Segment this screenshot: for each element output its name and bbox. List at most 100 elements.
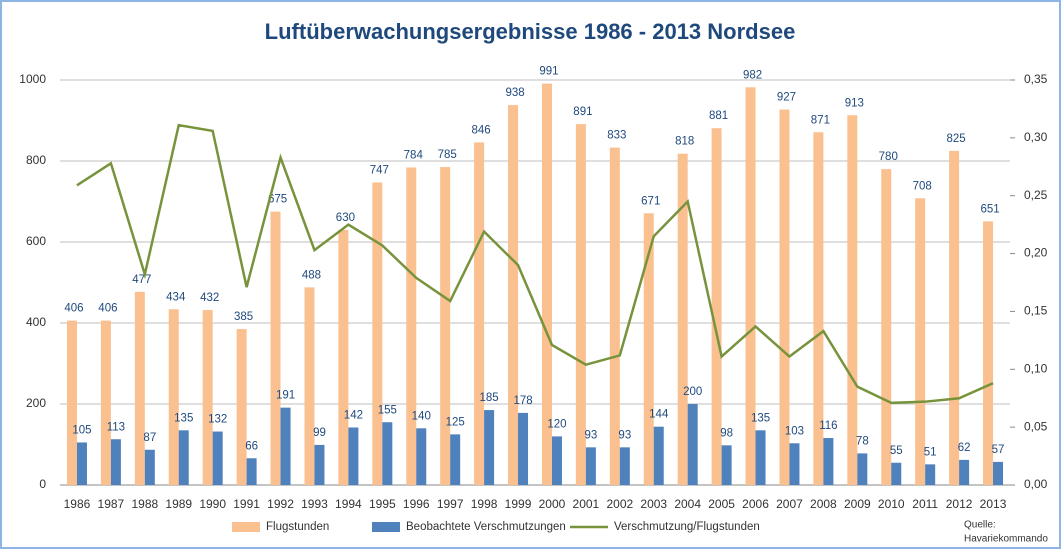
legend-label: Beobachtete Verschmutzungen [406, 521, 566, 533]
x-tick-label: 1988 [131, 497, 158, 511]
x-tick-label: 2008 [810, 497, 837, 511]
y-tick-label: 600 [26, 234, 46, 248]
bar [983, 221, 994, 485]
bar [949, 150, 960, 485]
bar [959, 459, 970, 485]
x-tick-label: 1996 [403, 497, 430, 511]
bar [653, 426, 664, 485]
value-label: 708 [913, 180, 932, 192]
value-label: 140 [412, 410, 431, 422]
value-label: 991 [539, 66, 558, 78]
legend-swatch [372, 522, 400, 532]
bar [551, 436, 562, 485]
bar [779, 109, 790, 485]
bar [677, 153, 688, 485]
x-tick-label: 2005 [708, 497, 735, 511]
x-tick-label: 1994 [335, 497, 362, 511]
bar [541, 83, 552, 486]
legend-swatch [232, 522, 260, 532]
bar [236, 329, 247, 485]
x-tick-label: 2003 [640, 497, 667, 511]
value-label: 144 [649, 409, 669, 421]
bar [76, 442, 87, 485]
y2-tick-label: 0,20 [1024, 246, 1048, 260]
x-tick-label: 1998 [471, 497, 498, 511]
value-label: 185 [480, 392, 499, 404]
chart-title: Luftüberwachungsergebnisse 1986 - 2013 N… [265, 19, 796, 44]
value-label: 477 [132, 274, 151, 286]
value-label: 630 [336, 212, 355, 224]
bar [406, 167, 417, 486]
value-label: 93 [584, 429, 597, 441]
y2-tick-label: 0,05 [1024, 419, 1048, 433]
value-label: 98 [720, 427, 733, 439]
bar [891, 462, 902, 485]
value-label: 66 [245, 440, 258, 452]
value-label: 116 [819, 420, 837, 432]
y2-tick-label: 0,00 [1024, 477, 1048, 491]
value-label: 780 [879, 151, 898, 163]
value-label: 784 [404, 150, 424, 162]
bar [450, 434, 461, 485]
bar [609, 147, 620, 485]
x-tick-label: 2004 [674, 497, 701, 511]
x-tick-label: 2001 [573, 497, 600, 511]
legend-label: Verschmutzung/Flugstunden [614, 521, 760, 533]
value-label: 125 [446, 416, 465, 428]
value-label: 432 [200, 292, 219, 304]
bar [474, 142, 485, 485]
x-tick-label: 1997 [437, 497, 464, 511]
bar [246, 458, 257, 485]
x-tick-label: 1993 [301, 497, 328, 511]
bar [881, 169, 892, 485]
bar [711, 128, 722, 485]
value-label: 105 [72, 425, 91, 437]
x-tick-label: 2013 [980, 497, 1007, 511]
bar [178, 430, 189, 485]
bar [484, 410, 495, 485]
value-label: 120 [547, 418, 566, 430]
value-label: 142 [344, 410, 363, 422]
x-tick-label: 1999 [505, 497, 532, 511]
x-tick-label: 2010 [878, 497, 905, 511]
x-tick-label: 1987 [98, 497, 125, 511]
x-tick-label: 2002 [606, 497, 633, 511]
bar [416, 428, 427, 485]
legend-label: Flugstunden [266, 521, 329, 533]
value-label: 818 [675, 136, 694, 148]
bar [440, 167, 451, 485]
x-tick-label: 1986 [64, 497, 91, 511]
value-label: 434 [166, 291, 186, 303]
value-label: 93 [618, 429, 631, 441]
bar [134, 291, 145, 485]
value-label: 132 [208, 414, 227, 426]
bar [585, 447, 596, 485]
bar [382, 422, 393, 485]
bar [687, 404, 698, 485]
bar [66, 320, 77, 485]
bar [857, 453, 868, 485]
x-tick-label: 2012 [946, 497, 973, 511]
bar [372, 182, 383, 485]
bar [925, 464, 936, 485]
bar [348, 427, 359, 485]
y-tick-label: 1000 [19, 72, 46, 86]
y-tick-label: 200 [26, 396, 46, 410]
bar [338, 229, 349, 485]
y2-tick-label: 0,30 [1024, 130, 1048, 144]
bar [755, 430, 766, 485]
bar [100, 320, 111, 485]
value-label: 938 [505, 87, 524, 99]
bar [993, 461, 1004, 485]
bar [789, 443, 800, 485]
y2-tick-label: 0,15 [1024, 304, 1048, 318]
line [76, 123, 994, 405]
value-label: 155 [378, 404, 397, 416]
value-label: 881 [709, 110, 728, 122]
bar [847, 115, 858, 486]
value-label: 200 [683, 386, 702, 398]
value-label: 78 [856, 435, 869, 447]
bar [813, 132, 824, 485]
x-tick-label: 1991 [233, 497, 260, 511]
